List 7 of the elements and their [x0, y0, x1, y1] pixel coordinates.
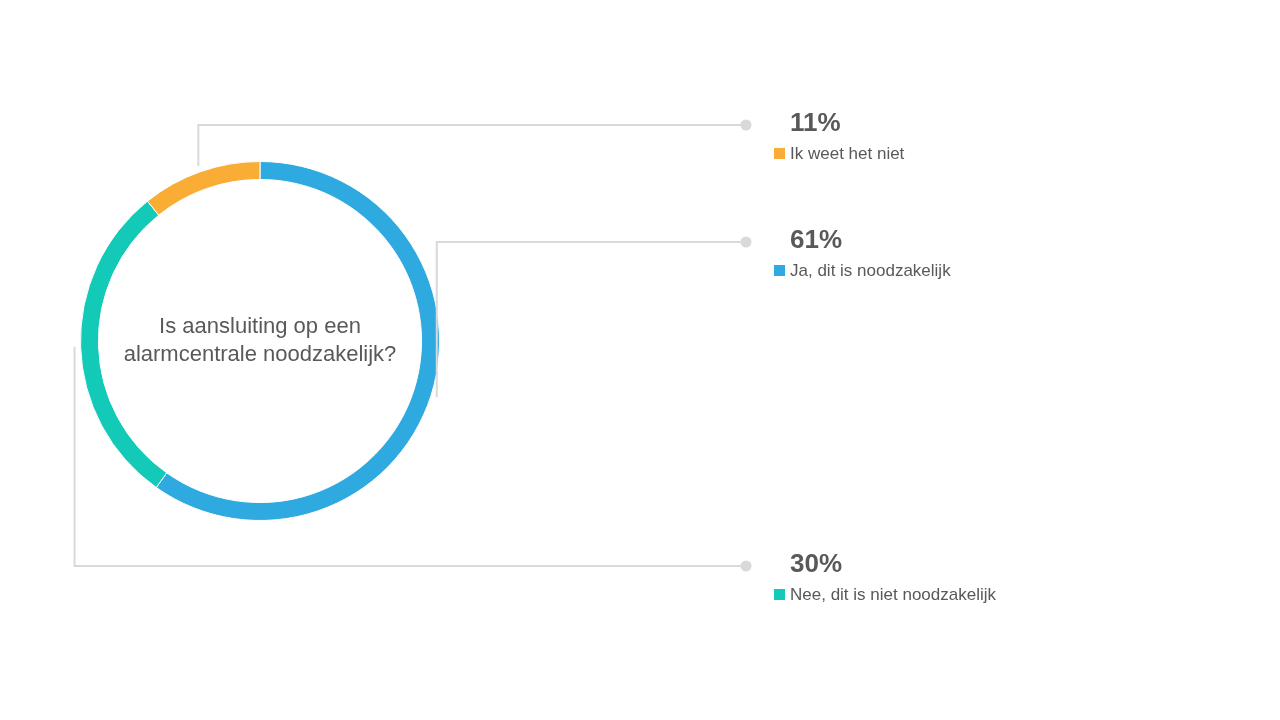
text: Is aansluiting op een alarmcentrale noodzakelijk?	[123, 313, 397, 367]
legend-label: Nee, dit is niet noodzakelijk	[790, 584, 997, 604]
data-label: 61%	[790, 224, 843, 255]
data-label: 30%	[790, 548, 843, 579]
data-label: 11%	[790, 107, 841, 138]
legend-label: Ik weet het niet	[790, 143, 905, 163]
legend-label: Ja, dit is noodzakelijk	[790, 260, 952, 280]
